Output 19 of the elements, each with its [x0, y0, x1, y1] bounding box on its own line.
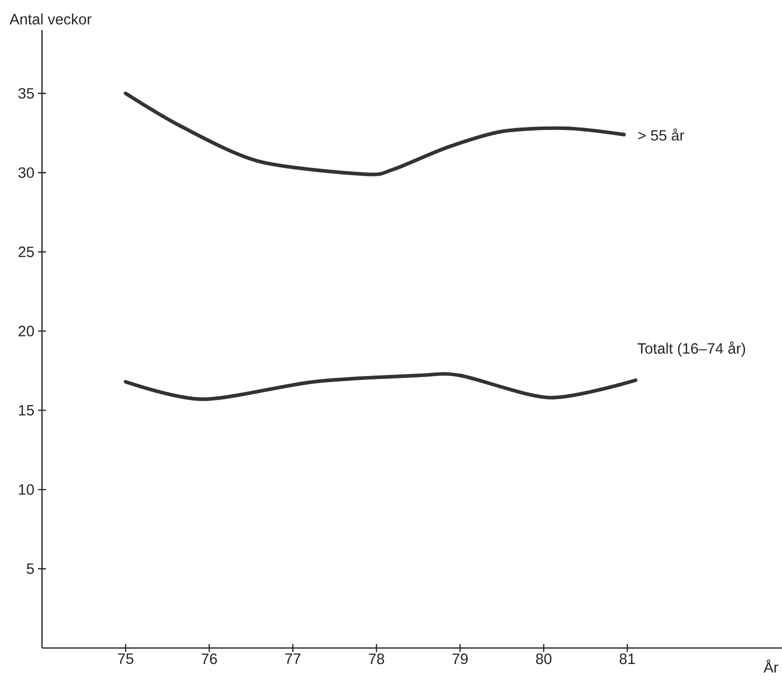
series-label: > 55 år [638, 128, 684, 141]
x-tick-label: 80 [536, 654, 552, 664]
line-series [124, 92, 626, 176]
y-tick-label: 5 [26, 564, 34, 574]
y-tick-label: 35 [18, 88, 34, 99]
x-tick-label: 76 [202, 654, 217, 664]
series-label: Totalt (16–74 år) [638, 342, 746, 357]
x-tick-label: 77 [285, 654, 300, 664]
y-tick-label: 20 [18, 326, 34, 336]
x-tick-label: 78 [368, 654, 384, 664]
x-axis-title: År [764, 660, 778, 673]
y-tick-label: 30 [18, 167, 34, 178]
y-tick-label: 10 [19, 484, 34, 495]
x-tick-label: 81 [620, 654, 635, 664]
x-tick-label: 79 [452, 654, 468, 664]
y-tick-label: 15 [19, 405, 34, 416]
y-axis-title: Antal veckor [10, 14, 92, 24]
x-tick-label: 75 [118, 654, 134, 664]
y-tick-label: 25 [18, 246, 34, 258]
